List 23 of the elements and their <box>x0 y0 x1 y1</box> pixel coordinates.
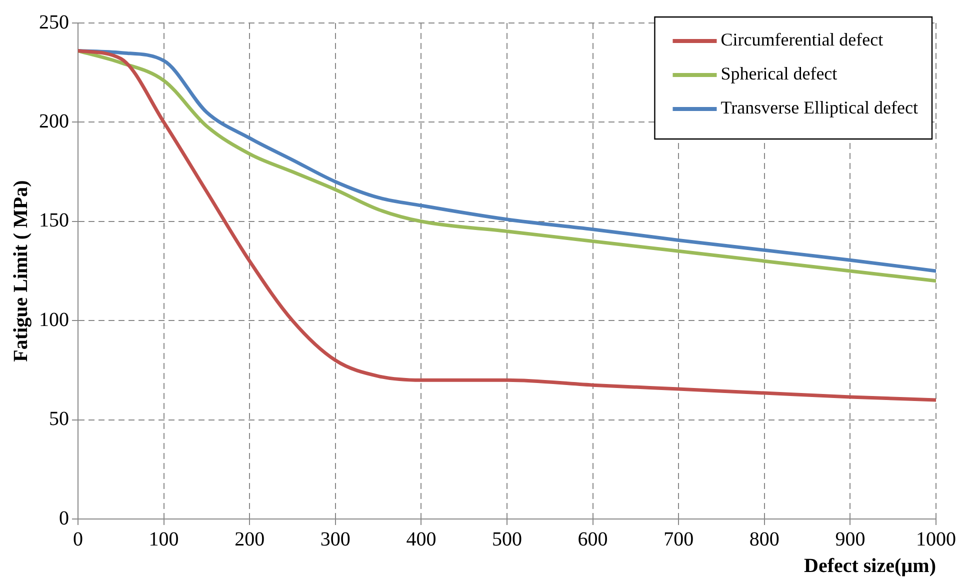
x-tick-label: 700 <box>664 528 694 550</box>
x-tick-label: 800 <box>749 528 780 550</box>
x-tick-label: 200 <box>234 528 265 550</box>
x-axis-title: Defect size(µm) <box>804 555 936 578</box>
x-tick-label: 0 <box>73 528 83 550</box>
x-tick-label: 300 <box>320 528 350 550</box>
y-axis-title: Fatigue Limit ( MPa) <box>10 180 32 362</box>
legend-label: Circumferential defect <box>720 30 884 50</box>
y-tick-label: 250 <box>39 11 69 34</box>
legend-label: Spherical defect <box>720 64 838 84</box>
x-tick-label: 500 <box>492 528 522 550</box>
y-tick-label: 100 <box>39 308 69 331</box>
x-tick-label: 900 <box>835 528 866 550</box>
x-tick-label: 100 <box>148 528 179 550</box>
legend-label: Transverse Elliptical defect <box>720 98 918 118</box>
y-tick-label: 150 <box>39 210 69 232</box>
x-tick-label: 600 <box>578 528 608 550</box>
y-tick-label: 200 <box>39 110 69 132</box>
line-series <box>78 49 936 402</box>
y-tick-label: 50 <box>49 408 69 430</box>
x-tick-label: 400 <box>406 528 436 550</box>
x-tick-label: 1000 <box>916 528 956 550</box>
y-tick-label: 0 <box>59 507 69 530</box>
